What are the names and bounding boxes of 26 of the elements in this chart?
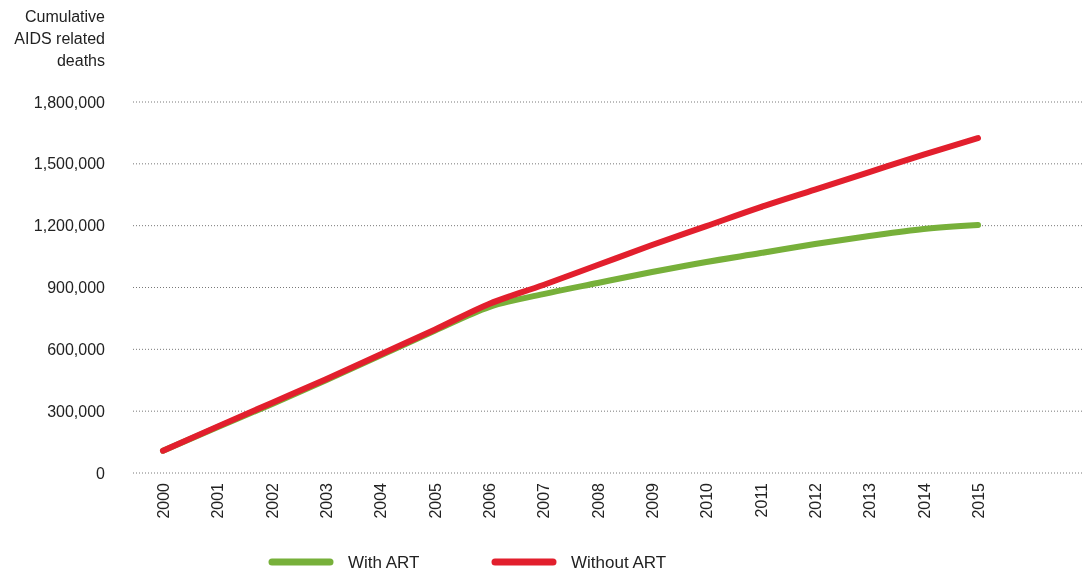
x-tick-label: 2014: [915, 482, 933, 519]
legend-label: With ART: [348, 552, 420, 572]
x-tick-label: 2000: [155, 482, 172, 519]
x-tick-label: 2008: [589, 482, 607, 519]
legend-label: Without ART: [571, 552, 667, 572]
x-tick-label: 2010: [698, 482, 716, 519]
x-tick-label: 2015: [970, 482, 987, 519]
y-tick-label: 300,000: [47, 402, 106, 420]
x-tick-label: 2011: [752, 482, 770, 518]
x-tick-label: 2003: [318, 482, 335, 519]
x-tick-label: 2007: [535, 482, 553, 519]
y-tick-label: 600,000: [47, 340, 106, 358]
y-axis-title: Cumulative AIDS related deaths: [14, 8, 106, 69]
y-tick-label: 1,800,000: [33, 93, 106, 111]
y-tick-label: 0: [96, 464, 106, 482]
x-tick-label: 2001: [209, 482, 227, 519]
x-tick-label: 2012: [807, 482, 824, 519]
x-tick-label: 2002: [263, 482, 281, 519]
x-tick-label: 2005: [426, 482, 444, 519]
x-tick-label: 2013: [861, 482, 879, 519]
y-tick-label: 1,500,000: [33, 155, 106, 173]
x-tick-label: 2006: [481, 482, 498, 519]
y-tick-label: 900,000: [47, 279, 106, 297]
y-tick-label: 1,200,000: [33, 217, 106, 235]
x-tick-label: 2004: [372, 482, 390, 519]
x-tick-label: 2009: [644, 482, 661, 519]
